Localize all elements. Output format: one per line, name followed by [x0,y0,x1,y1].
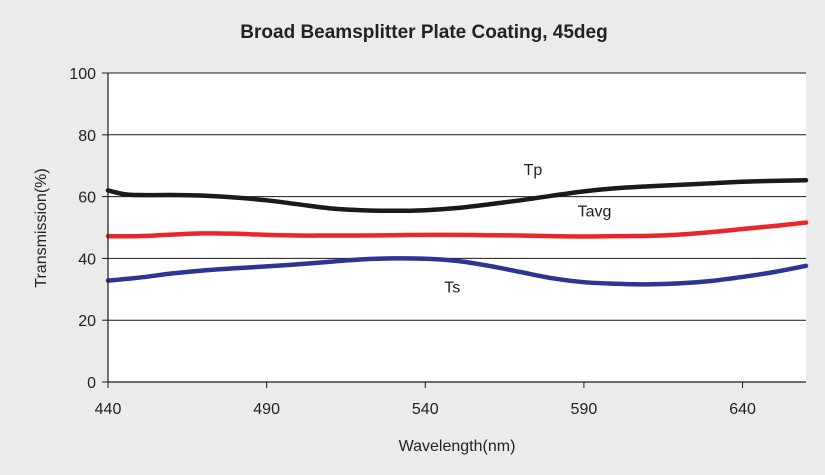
series-lines [105,177,809,287]
series-label-ts: Ts [444,279,460,296]
x-tick-label-490: 490 [253,401,280,418]
y-tick-label-80: 80 [78,128,96,145]
x-tick-label-540: 540 [412,401,439,418]
chart-title: Broad Beamsplitter Plate Coating, 45deg [240,22,607,43]
x-tick-label-640: 640 [729,401,756,418]
series-line-ts [105,256,809,287]
axes [102,72,806,388]
x-tick-label-590: 590 [571,401,598,418]
y-tick-label-20: 20 [78,313,96,330]
x-axis-label: Wavelength(nm) [399,438,516,455]
y-tick-label-60: 60 [78,190,96,207]
series-label-tavg: Tavg [578,204,612,221]
series-line-tavg [105,220,809,239]
y-tick-label-100: 100 [69,66,96,83]
y-axis-label: Transmission(%) [33,168,50,287]
y-tick-label-40: 40 [78,251,96,268]
series-line-tp [105,177,809,214]
series-labels: Tp Tavg Ts [444,162,611,296]
plot-area [108,73,806,382]
series-label-tp: Tp [524,162,543,179]
tick-labels: 0 20 40 60 80 100 440 490 540 590 640 [69,66,756,418]
y-tick-label-0: 0 [87,375,96,392]
x-tick-label-440: 440 [95,401,122,418]
